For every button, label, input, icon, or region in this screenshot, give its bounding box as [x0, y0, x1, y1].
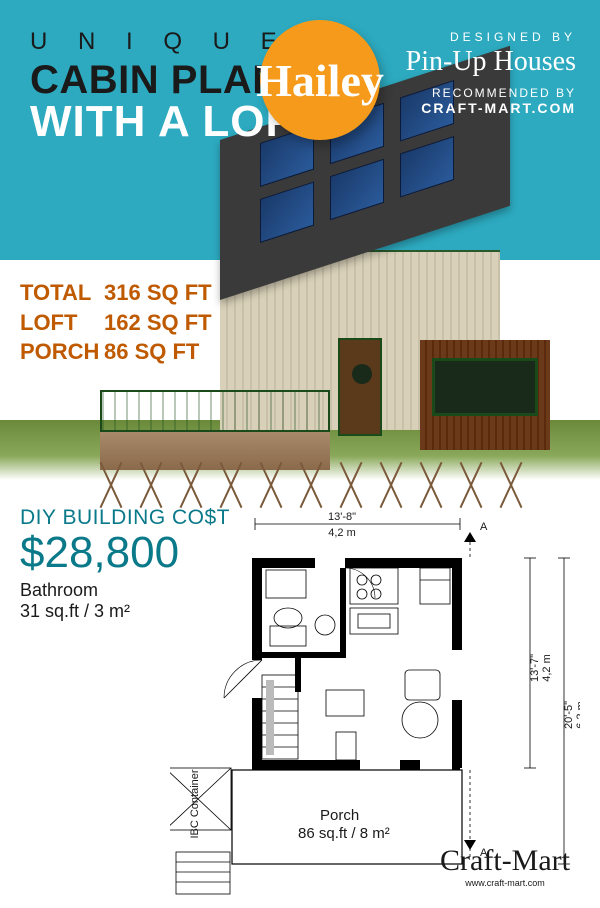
- footer-url: www.craft-mart.com: [440, 878, 570, 888]
- badge-circle: Hailey: [260, 20, 380, 140]
- bay-addition: [420, 340, 550, 450]
- solar-panel: [330, 159, 384, 221]
- stat-label: PORCH: [20, 337, 94, 367]
- craft-mart-footer: Craft-Mart www.craft-mart.com: [440, 844, 570, 888]
- floorplan-svg: 13'-8" 4,2 m A: [170, 510, 580, 900]
- section-a: A: [480, 521, 488, 533]
- stat-label: TOTAL: [20, 278, 94, 308]
- solar-panel: [400, 136, 454, 198]
- recommended-by-label: RECOMMENDED BY: [406, 86, 576, 100]
- stats-block: TOTAL 316 SQ FT LOFT 162 SQ FT PORCH 86 …: [20, 278, 212, 367]
- floorplan: 13'-8" 4,2 m A: [170, 510, 580, 900]
- stat-row: LOFT 162 SQ FT: [20, 308, 212, 338]
- dim-height-m: 4,2 m: [541, 654, 553, 682]
- dim-total-ft: 20'-5": [563, 701, 575, 729]
- designer-name: Pin-Up Houses: [406, 46, 576, 78]
- dim-width-ft: 13'-8": [328, 511, 356, 523]
- stat-label: LOFT: [20, 308, 94, 338]
- solar-panel: [260, 181, 314, 243]
- badge-name: Hailey: [256, 54, 384, 107]
- footer-logo: Craft-Mart: [440, 844, 570, 878]
- cost-value: $28,800: [20, 528, 230, 578]
- stat-value: 162 SQ FT: [104, 308, 212, 338]
- porch-area: 86 sq.ft / 8 m²: [298, 825, 390, 842]
- name-badge: Hailey: [260, 20, 390, 150]
- dim-width-m: 4,2 m: [328, 527, 356, 539]
- pilings: [100, 460, 560, 510]
- house-door: [338, 338, 382, 436]
- dim-total-m: 6,2 m: [575, 701, 580, 729]
- designed-by-label: DESIGNED BY: [406, 30, 576, 44]
- house-illustration: [190, 140, 570, 460]
- bathroom-label: Bathroom: [20, 580, 230, 601]
- stat-row: PORCH 86 SQ FT: [20, 337, 212, 367]
- ibc-label: IBC Container: [189, 769, 201, 838]
- stat-row: TOTAL 316 SQ FT: [20, 278, 212, 308]
- credits: DESIGNED BY Pin-Up Houses RECOMMENDED BY…: [406, 30, 576, 116]
- bathroom-value: 31 sq.ft / 3 m²: [20, 601, 230, 622]
- cost-label: DIY BUILDING CO$T: [20, 506, 230, 530]
- porch-label: Porch: [320, 807, 359, 824]
- dim-height-ft: 13'-7": [529, 654, 541, 682]
- deck-railing: [100, 390, 330, 430]
- bay-window: [432, 358, 538, 416]
- door-window: [352, 364, 372, 384]
- stat-value: 316 SQ FT: [104, 278, 212, 308]
- site-name: CRAFT-MART.COM: [406, 100, 576, 116]
- stat-value: 86 SQ FT: [104, 337, 199, 367]
- cost-block: DIY BUILDING CO$T $28,800 Bathroom 31 sq…: [20, 506, 230, 622]
